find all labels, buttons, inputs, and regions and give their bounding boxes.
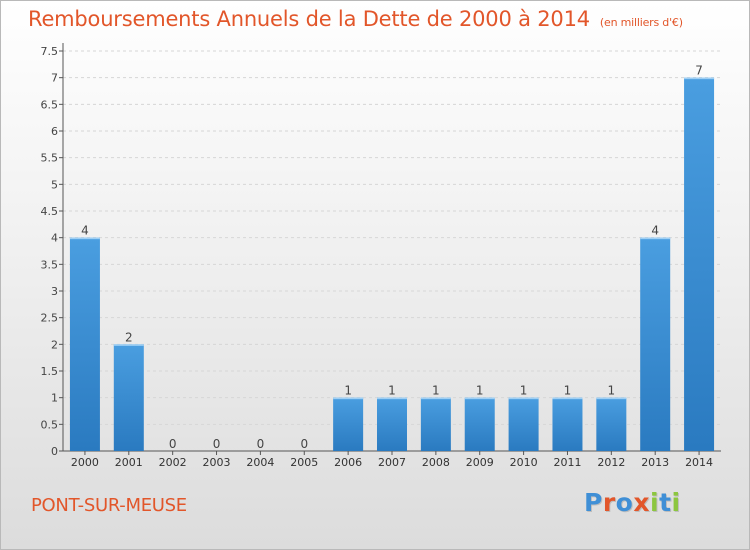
x-tick-label: 2005	[290, 456, 318, 469]
bar	[464, 397, 495, 451]
x-tick-label: 2002	[159, 456, 187, 469]
bar	[69, 237, 100, 451]
x-tick-label: 2008	[422, 456, 450, 469]
data-label: 1	[476, 384, 484, 398]
logo-letter: x	[633, 488, 650, 517]
logo-letter: r	[602, 488, 616, 517]
x-tick-label: 2000	[71, 456, 99, 469]
bar	[684, 77, 715, 452]
y-tick-label: 3	[51, 285, 58, 298]
data-label: 4	[651, 224, 659, 238]
x-tick-label: 2011	[553, 456, 581, 469]
bar-highlight	[69, 237, 100, 240]
proxiti-logo: Proxiti	[584, 488, 681, 517]
chart-title: Remboursements Annuels de la Dette de 20…	[28, 7, 683, 31]
x-tick-label: 2009	[466, 456, 494, 469]
data-label: 1	[564, 384, 572, 398]
data-label: 0	[213, 437, 221, 451]
y-tick-label: 6.5	[41, 98, 59, 111]
y-tick-label: 3.5	[41, 258, 59, 271]
bar	[596, 397, 627, 451]
data-label: 0	[257, 437, 265, 451]
y-tick-label: 5.5	[41, 152, 59, 165]
y-tick-label: 1.5	[41, 365, 59, 378]
logo-letter: t	[659, 488, 672, 517]
logo-letter: i	[650, 488, 660, 517]
y-tick-label: 0.5	[41, 418, 59, 431]
x-tick-label: 2007	[378, 456, 406, 469]
data-label: 1	[520, 384, 528, 398]
commune-name: PONT-SUR-MEUSE	[31, 495, 187, 516]
y-tick-label: 0	[51, 445, 58, 458]
grid	[63, 50, 721, 425]
y-tick-label: 7	[51, 72, 58, 85]
data-label: 4	[81, 224, 89, 238]
bar	[508, 397, 539, 451]
x-tick-label: 2010	[510, 456, 538, 469]
x-tick-label: 2014	[685, 456, 713, 469]
bar-highlight	[464, 397, 495, 400]
data-label: 1	[608, 384, 616, 398]
bar-highlight	[640, 237, 671, 240]
y-tick-label: 6	[51, 125, 58, 138]
bar	[333, 397, 364, 451]
y-tick-label: 4.5	[41, 205, 59, 218]
bar-highlight	[113, 344, 144, 346]
y-tick-label: 2	[51, 338, 58, 351]
data-label: 1	[344, 384, 352, 398]
y-tick-label: 4	[51, 232, 58, 245]
bars	[69, 77, 715, 452]
data-label: 0	[169, 437, 177, 451]
data-label: 0	[300, 437, 308, 451]
x-tick-label: 2006	[334, 456, 362, 469]
x-tick-label: 2001	[115, 456, 143, 469]
bar	[640, 237, 671, 451]
y-tick-label: 5	[51, 178, 58, 191]
y-tick-label: 2.5	[41, 312, 59, 325]
logo-letter: P	[584, 488, 603, 517]
bar	[377, 397, 407, 451]
bar	[113, 344, 144, 451]
data-label: 2	[125, 330, 133, 344]
y-tick-label: 7.5	[41, 45, 59, 58]
y-tick-label: 1	[51, 392, 58, 405]
x-tick-label: 2003	[203, 456, 231, 469]
x-tick-label: 2004	[246, 456, 274, 469]
logo-letter: i	[671, 488, 681, 517]
bar-highlight	[420, 397, 451, 400]
chart-unit: (en milliers d'€)	[599, 16, 683, 29]
data-label: 1	[388, 384, 396, 398]
data-label: 7	[695, 64, 703, 78]
data-label: 1	[432, 384, 440, 398]
bar-highlight	[552, 397, 583, 400]
chart-title-text: Remboursements Annuels de la Dette de 20…	[28, 7, 590, 31]
bar-highlight	[377, 397, 407, 400]
bar-highlight	[684, 77, 715, 80]
labels: 0 0.5 1 1.5 2 2.5 3 3.5 4 4.5 5 5.5 6 6.5 7 7.5 4 2000 2 20…	[41, 45, 714, 469]
bar	[420, 397, 451, 451]
bar-highlight	[596, 397, 627, 400]
bar-highlight	[508, 397, 539, 400]
logo-letter: o	[615, 488, 634, 517]
bar-highlight	[333, 397, 364, 400]
x-tick-label: 2012	[597, 456, 625, 469]
x-tick-label: 2013	[641, 456, 669, 469]
bar	[552, 397, 583, 451]
